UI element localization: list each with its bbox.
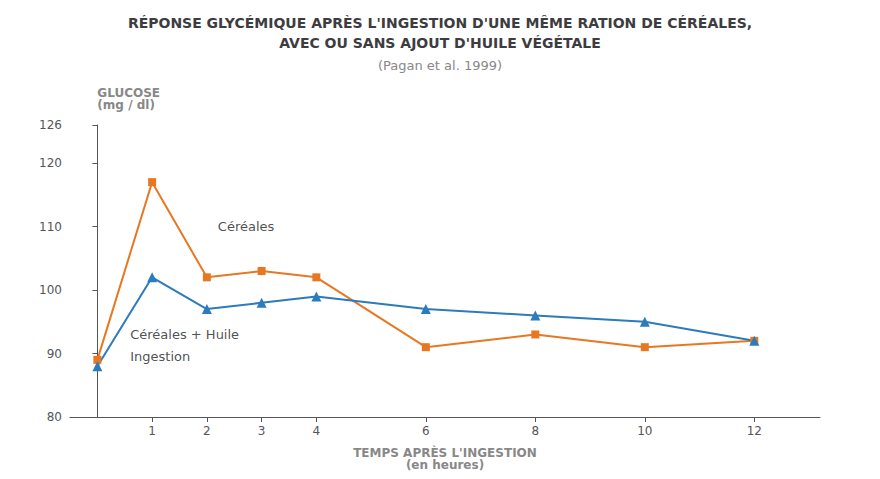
svg-text:90: 90 [47, 347, 62, 361]
svg-text:Céréales + Huile: Céréales + Huile [130, 327, 239, 342]
svg-text:(mg / dl): (mg / dl) [97, 98, 155, 112]
svg-text:8: 8 [532, 424, 540, 438]
svg-text:12: 12 [747, 424, 762, 438]
svg-text:1: 1 [148, 424, 156, 438]
svg-text:TEMPS APRÈS L'INGESTION: TEMPS APRÈS L'INGESTION [353, 446, 537, 460]
svg-text:100: 100 [39, 283, 62, 297]
svg-text:120: 120 [39, 156, 62, 170]
svg-text:6: 6 [422, 424, 430, 438]
svg-text:Ingestion: Ingestion [130, 349, 190, 364]
svg-text:RÉPONSE GLYCÉMIQUE APRÈS L'ING: RÉPONSE GLYCÉMIQUE APRÈS L'INGESTION D'U… [128, 15, 752, 31]
svg-text:(Pagan et al. 1999): (Pagan et al. 1999) [378, 58, 502, 73]
svg-text:110: 110 [39, 220, 62, 234]
svg-text:2: 2 [203, 424, 211, 438]
svg-text:3: 3 [258, 424, 266, 438]
svg-text:AVEC OU SANS AJOUT D'HUILE VÉG: AVEC OU SANS AJOUT D'HUILE VÉGÉTALE [279, 35, 601, 51]
svg-text:GLUCOSE: GLUCOSE [97, 86, 160, 100]
svg-text:Céréales: Céréales [218, 219, 275, 234]
svg-text:10: 10 [637, 424, 652, 438]
svg-text:4: 4 [313, 424, 321, 438]
svg-text:(en heures): (en heures) [406, 458, 484, 472]
svg-text:80: 80 [47, 410, 62, 424]
svg-text:126: 126 [39, 118, 62, 132]
